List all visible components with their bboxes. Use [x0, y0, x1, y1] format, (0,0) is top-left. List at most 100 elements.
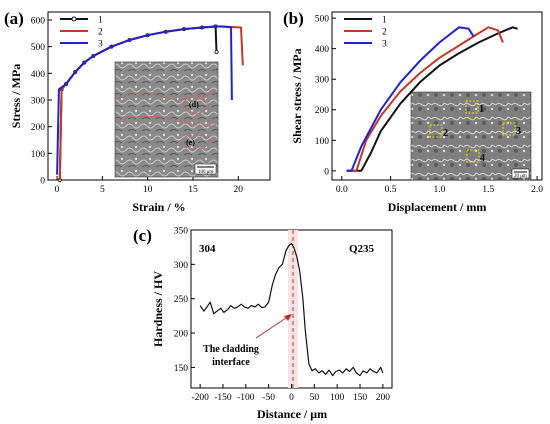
x-tick-label-b: 1.5	[482, 185, 494, 195]
panel-c-hardness: (c) -200 -150 -100 -50 0 50 100 150 200 150 200 250…	[133, 226, 393, 421]
x-tick-label-c: 100	[330, 393, 345, 403]
inset-label-e: (e)	[186, 138, 195, 147]
y-tick-label-b: 200	[315, 106, 330, 116]
y-tick-label-a: 600	[31, 17, 46, 27]
x-tick-label-a: 5	[100, 185, 105, 195]
fracture-region-outline	[114, 115, 219, 127]
region-label-3: 3	[516, 126, 521, 137]
x-tick-label-c: 200	[376, 393, 391, 403]
y-axis-title-a: Stress / MPa	[9, 64, 23, 128]
sem-inset-b: 1 2 3 4 20 μm	[410, 91, 532, 181]
fracture-region-outline	[114, 91, 219, 101]
region-label-304: 304	[199, 243, 216, 255]
x-tick-label-b: 2.0	[531, 185, 543, 195]
panel-label-b: (b)	[283, 9, 304, 28]
x-tick-label-a: 20	[234, 185, 244, 195]
x-tick-label-c: -100	[237, 393, 255, 403]
y-axis-title-c: Hardness / HV	[151, 271, 165, 347]
x-tick-label-c: -50	[262, 393, 275, 403]
legend-a: 1 2 3	[60, 16, 103, 50]
x-axis-title-c: Distance / μm	[257, 407, 327, 421]
y-tick-label-a: 500	[31, 43, 46, 53]
legend-label-b-1: 1	[382, 16, 387, 26]
scale-bar-label-b: 20 μm	[514, 174, 527, 179]
region-label-4: 4	[480, 153, 485, 164]
series-group-b	[346, 26, 518, 172]
annotation-arrow-head	[284, 314, 292, 321]
y-tick-label-c: 200	[174, 330, 189, 340]
series-group-c	[199, 243, 384, 377]
scale-bar-label-a: 100 μm	[198, 170, 213, 175]
region-label-q235: Q235	[349, 243, 375, 255]
region-box-1	[465, 100, 479, 114]
legend-label-b-3: 3	[382, 40, 387, 50]
dimple-region-e	[180, 134, 210, 150]
axes-b: 0.0 0.5 1.0 1.5 2.0 0 100 200 300 400 500	[315, 15, 544, 195]
inset-label-d: (d)	[189, 100, 199, 109]
y-tick-label-c: 250	[174, 295, 189, 305]
panel-b-shear: (b) 0.0 0.5 1.0 1.5 2.0 0 100 200 300 400 500 1 2 …	[283, 9, 543, 214]
y-tick-label-a: 0	[40, 177, 45, 187]
y-tick-label-b: 300	[315, 76, 330, 86]
y-tick-label-a: 300	[31, 97, 46, 107]
y-tick-label-b: 100	[315, 137, 330, 147]
x-tick-label-c: 50	[310, 393, 320, 403]
interface-annotation: The cladding interface	[203, 344, 259, 368]
y-tick-label-c: 300	[174, 261, 189, 271]
region-label-2: 2	[443, 128, 448, 139]
x-tick-label-c: -150	[214, 393, 232, 403]
y-tick-label-b: 400	[315, 45, 330, 55]
sem-image-b	[410, 91, 532, 181]
x-tick-label-b: 1.0	[434, 185, 446, 195]
y-tick-label-a: 400	[31, 70, 46, 80]
region-box-3	[502, 122, 516, 136]
series-line-b-1	[346, 26, 518, 172]
interface-annotation-line: The cladding	[203, 344, 259, 355]
y-tick-label-c: 350	[174, 227, 189, 237]
series-line-a-3	[56, 25, 233, 175]
region-box-2	[429, 124, 443, 138]
scale-bar-box-a	[194, 163, 217, 175]
legend-label-a-2: 2	[98, 28, 103, 38]
y-tick-label-b: 0	[324, 167, 329, 177]
sem-inset-a: (d) (e) 100 μm	[114, 61, 219, 178]
legend-label-a-1: 1	[98, 16, 103, 26]
y-tick-label-a: 100	[31, 150, 46, 160]
sem-image-a	[114, 61, 219, 178]
x-tick-label-a: 10	[143, 185, 153, 195]
legend-label-b-2: 2	[382, 28, 387, 38]
x-axis-title-b: Displacement / mm	[388, 200, 487, 214]
axes-c: -200 -150 -100 -50 0 50 100 150 200 150 200 250 300 3…	[174, 227, 390, 404]
series-line-b-3	[346, 26, 475, 172]
series-line-b-2	[346, 26, 504, 172]
scale-bar-box-b	[511, 168, 530, 179]
region-label-1: 1	[479, 104, 484, 115]
x-tick-label-c: -200	[191, 393, 209, 403]
x-tick-label-c: 150	[353, 393, 368, 403]
x-tick-label-b: 0.0	[336, 185, 348, 195]
x-tick-label-a: 0	[55, 185, 60, 195]
y-tick-label-a: 200	[31, 123, 46, 133]
interface-annotation-line: interface	[212, 357, 250, 368]
legend-marker-a-1	[71, 16, 77, 22]
annotation-arrow-line	[255, 315, 290, 339]
panel-label-a: (a)	[4, 9, 24, 28]
plot-frame-a	[47, 11, 271, 181]
series-group-a	[56, 24, 244, 182]
panel-label-c: (c)	[133, 226, 152, 245]
series-line-c-0	[199, 243, 384, 377]
legend-label-a-3: 3	[98, 40, 103, 50]
x-axis-title-a: Strain / %	[132, 200, 185, 214]
region-box-4	[466, 149, 480, 163]
legend-b: 1 2 3	[344, 16, 387, 50]
y-tick-label-b: 500	[315, 15, 330, 25]
x-tick-label-b: 0.5	[385, 185, 397, 195]
dimple-region-d	[183, 94, 209, 114]
y-tick-label-c: 150	[174, 364, 189, 374]
x-tick-label-a: 15	[188, 185, 198, 195]
series-point-a-1	[214, 50, 219, 55]
y-axis-title-b: Shear stress / MPa	[290, 48, 304, 143]
